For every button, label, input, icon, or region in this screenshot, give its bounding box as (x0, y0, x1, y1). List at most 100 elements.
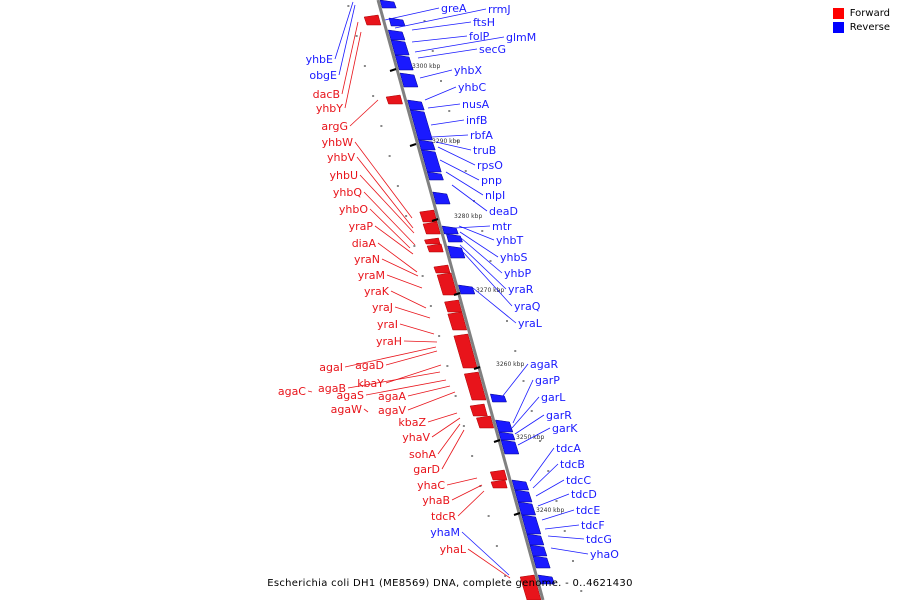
minor-tick (413, 245, 416, 247)
minor-tick (456, 140, 459, 142)
leader-line (359, 174, 415, 234)
leader-line (414, 36, 505, 53)
minor-tick (547, 470, 550, 472)
gene-label-secG: secG (479, 43, 506, 56)
leader-line (535, 479, 565, 497)
leader-line (344, 346, 437, 368)
reverse-feature (490, 393, 507, 403)
reverse-feature (420, 149, 442, 173)
major-tick (431, 218, 439, 222)
minor-tick (423, 20, 426, 22)
forward-feature (422, 221, 441, 235)
gene-label-agaS: agaS (337, 389, 364, 402)
minor-tick (514, 350, 517, 352)
leader-line (435, 141, 472, 151)
leader-line (430, 119, 465, 126)
reverse-feature (521, 514, 542, 535)
gene-label-agaC: agaC (278, 385, 306, 398)
gene-label-tdcG: tdcG (586, 533, 612, 546)
leader-line (544, 524, 580, 530)
reverse-feature (390, 39, 410, 56)
leader-line (407, 385, 451, 397)
minor-tick (504, 575, 507, 577)
gene-label-yhaL: yhaL (440, 543, 467, 556)
map-title: Escherichia coli DH1 (ME8569) DNA, compl… (267, 578, 633, 589)
leader-line (419, 69, 453, 79)
leader-line (550, 547, 589, 555)
gene-label-yraN: yraN (354, 253, 380, 266)
legend-reverse-label: Reverse (849, 22, 890, 33)
reverse-feature (379, 0, 397, 9)
minor-tick (438, 335, 441, 337)
legend: Forward Reverse (832, 8, 890, 36)
gene-label-argG: argG (321, 120, 348, 133)
major-tick (493, 439, 501, 443)
gene-label-yraP: yraP (349, 220, 374, 233)
minor-tick (396, 185, 399, 187)
gene-label-yhbT: yhbT (496, 234, 523, 247)
gene-label-pnp: pnp (481, 174, 502, 187)
leader-line (458, 225, 495, 241)
leader-line (417, 48, 478, 59)
leader-line (354, 141, 413, 219)
gene-label-yhbU: yhbU (329, 169, 358, 182)
minor-tick (363, 65, 366, 67)
gene-label-yraQ: yraQ (514, 300, 541, 313)
gene-label-yhaO: yhaO (590, 548, 619, 561)
leader-line (363, 408, 369, 413)
leader-line (517, 427, 551, 446)
forward-feature (424, 237, 441, 245)
minor-tick (495, 545, 498, 547)
leader-line (411, 35, 468, 43)
gene-label-tdcR: tdcR (431, 510, 456, 523)
tick-label: 3250 kbp (516, 434, 544, 441)
tick-label: 3300 kbp (412, 63, 440, 70)
minor-tick (429, 305, 432, 307)
major-tick (473, 366, 481, 370)
minor-tick (481, 230, 484, 232)
leader-line (334, 1, 354, 60)
forward-feature (385, 94, 403, 105)
gene-label-yhaV: yhaV (402, 431, 430, 444)
reverse-feature (458, 284, 476, 295)
minor-tick (572, 560, 574, 562)
gene-label-yraI: yraI (377, 318, 398, 331)
gene-label-yhbE: yhbE (306, 53, 333, 66)
minor-tick (506, 320, 508, 322)
reverse-feature (426, 171, 444, 181)
tick-label: 3270 kbp (476, 287, 504, 294)
reverse-feature (388, 17, 406, 27)
minor-tick (489, 260, 492, 262)
gene-label-agaD: agaD (355, 359, 384, 372)
leader-line (386, 274, 423, 289)
gene-label-yhbQ: yhbQ (333, 186, 362, 199)
leader-line (403, 340, 438, 343)
gene-label-kbaY: kbaY (357, 377, 384, 390)
gene-label-agaA: agaA (378, 390, 406, 403)
leader-line (344, 31, 362, 109)
forward-feature (463, 371, 487, 401)
leader-line (462, 251, 513, 307)
reverse-feature (517, 501, 536, 516)
leader-line (451, 484, 483, 501)
forward-feature (489, 469, 508, 481)
gene-label-garR: garR (546, 409, 572, 422)
tick-label: 3280 kbp (454, 213, 482, 220)
gene-label-rbfA: rbfA (470, 129, 493, 142)
gene-label-tdcB: tdcB (560, 458, 585, 471)
leader-line (394, 8, 487, 29)
gene-label-yraJ: yraJ (372, 301, 393, 314)
gene-label-agaB: agaB (318, 382, 346, 395)
forward-swatch (832, 8, 844, 19)
forward-feature (436, 272, 458, 296)
gene-label-kbaZ: kbaZ (398, 416, 426, 429)
tick-label: 3260 kbp (496, 361, 524, 368)
leader-line (369, 208, 411, 249)
forward-feature (363, 14, 382, 26)
leader-line (424, 86, 457, 101)
gene-label-tdcC: tdcC (566, 474, 591, 487)
leader-line (365, 379, 447, 396)
gene-label-ftsH: ftsH (473, 16, 495, 29)
gene-label-diaA: diaA (352, 237, 377, 250)
